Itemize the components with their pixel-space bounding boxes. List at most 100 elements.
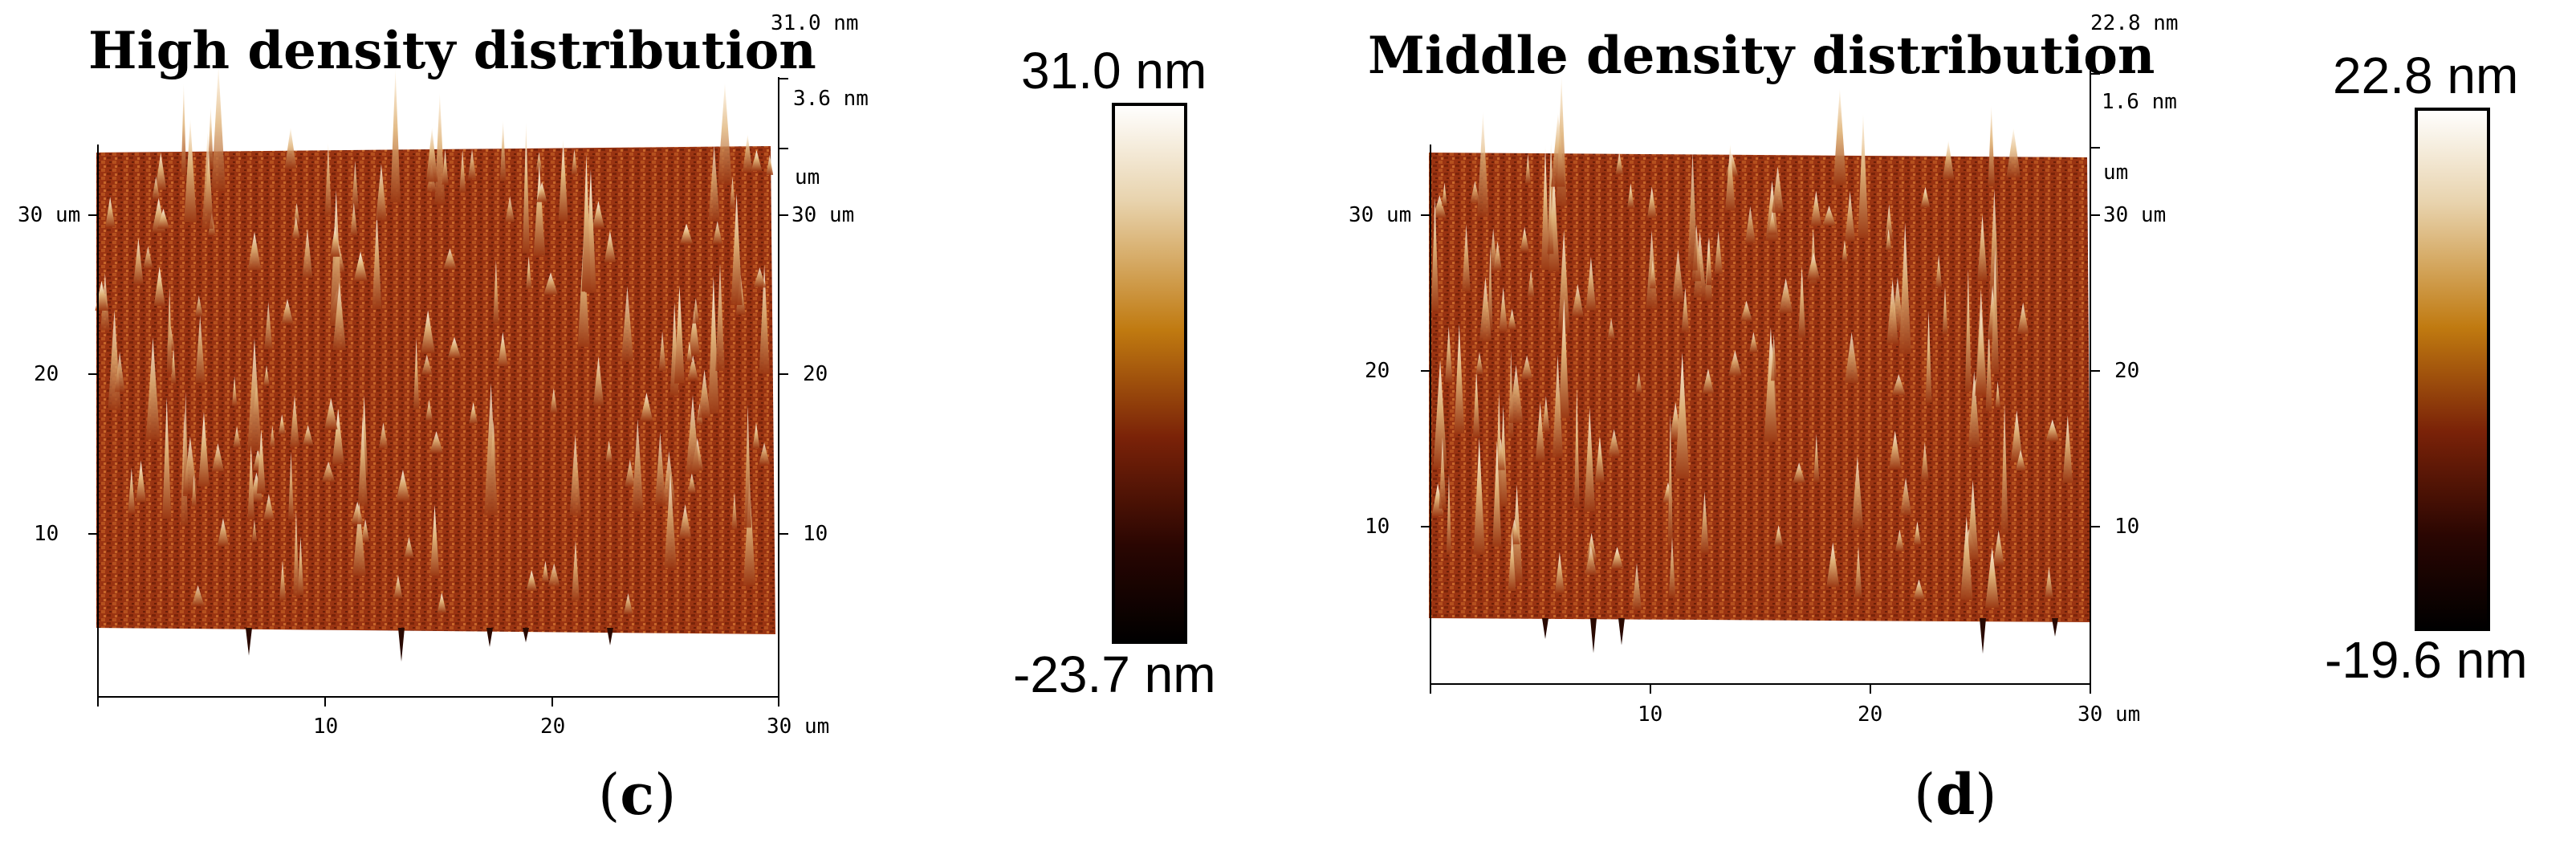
surface-peak xyxy=(1479,276,1492,341)
surface-peak xyxy=(505,196,515,222)
surface-peak xyxy=(1627,183,1634,209)
surface-peak xyxy=(1671,249,1684,302)
surface-peak xyxy=(1615,152,1624,175)
pits-c xyxy=(246,628,613,662)
surface-pit xyxy=(1980,618,1986,654)
surface-peak xyxy=(284,128,297,169)
surface-peak xyxy=(1858,113,1869,238)
surface-peak xyxy=(708,275,719,414)
surface-peak xyxy=(1985,324,1992,412)
surface-peak xyxy=(484,383,498,515)
surface-peak xyxy=(1995,381,2000,408)
surface-peak xyxy=(332,409,344,465)
surface-pit xyxy=(246,628,252,656)
surface-peak xyxy=(571,540,580,601)
surface-pit xyxy=(1618,618,1625,645)
surface-peak xyxy=(157,208,169,229)
surface-pit xyxy=(523,628,529,643)
surface-peak xyxy=(413,338,420,409)
surface-peak xyxy=(281,299,294,324)
surface-peak xyxy=(687,355,698,381)
panel-c-xtick-10: 10 xyxy=(313,715,339,739)
surface-peak xyxy=(1551,112,1565,187)
surface-peak xyxy=(1430,197,1439,312)
surface-peak xyxy=(247,231,262,271)
surface-peak xyxy=(425,127,438,182)
surface-peak xyxy=(1714,230,1723,275)
panel-d-xtick-20: 20 xyxy=(1858,702,1883,727)
surface-peak xyxy=(698,369,711,418)
surface-peak xyxy=(1898,222,1911,354)
surface-peak xyxy=(171,346,177,384)
surface-peak xyxy=(623,592,633,615)
surface-peak xyxy=(324,142,332,216)
surface-peak xyxy=(661,451,676,507)
surface-peak xyxy=(1557,230,1570,332)
surface-peak xyxy=(1492,440,1502,547)
surface-peak xyxy=(547,563,560,587)
surface-peak xyxy=(2017,302,2029,334)
surface-peak xyxy=(1813,434,1820,483)
surface-peak xyxy=(1894,529,1905,552)
colorbar-d-max-label: 22.8 nm xyxy=(2333,47,2519,104)
surface-peak xyxy=(1891,374,1906,396)
surface-peak xyxy=(558,139,568,222)
surface-peak xyxy=(1810,190,1822,226)
surface-peak xyxy=(577,237,590,348)
surface-peak xyxy=(197,412,210,487)
surface-peak xyxy=(1594,436,1605,483)
panel-d-zunit: um xyxy=(2103,161,2129,185)
surface-peak xyxy=(361,519,370,542)
surface-peak xyxy=(233,426,241,448)
panel-c: High density distribution 31.0 nm 3.6 nm… xyxy=(18,13,1216,823)
surface-peak xyxy=(302,425,314,446)
surface-peak xyxy=(353,251,368,281)
surface-peak xyxy=(664,473,677,568)
surface-peak xyxy=(191,474,197,507)
surface-peak xyxy=(184,119,197,222)
panel-c-zunit: um xyxy=(795,165,820,189)
surface-peak xyxy=(2062,415,2073,483)
surface-peak xyxy=(1446,474,1452,555)
surface-peak xyxy=(1967,480,1979,560)
surface-peak xyxy=(493,259,499,324)
surface-peak xyxy=(1935,255,1943,287)
colorbar-c xyxy=(1112,103,1187,644)
surface-peak xyxy=(302,229,313,278)
surface-peak xyxy=(758,442,771,465)
surface-peak xyxy=(1942,140,1955,180)
surface-peak xyxy=(207,106,214,169)
surface-peak xyxy=(674,285,685,384)
surface-peak xyxy=(1585,545,1597,576)
surface-peak xyxy=(1571,283,1584,317)
surface-peak xyxy=(372,211,382,309)
surface-peak xyxy=(581,153,592,292)
surface-peak xyxy=(1976,307,1987,395)
surface-peak xyxy=(278,413,286,434)
surface-peak xyxy=(352,502,366,576)
panel-d-xtick-30: 30 um xyxy=(2077,702,2141,727)
surface-peak xyxy=(404,536,414,558)
surface-peak xyxy=(155,153,167,190)
surface-pit xyxy=(2052,618,2058,637)
surface-peak xyxy=(654,431,665,505)
surface-peak xyxy=(1988,105,1995,186)
surface-peak xyxy=(1632,563,1642,610)
panel-d-yleft-20: 20 xyxy=(1365,359,1390,383)
panel-d-yright-20: 20 xyxy=(2114,359,2140,383)
surface-peak xyxy=(1535,402,1545,461)
surface-peak xyxy=(1977,214,1988,281)
panel-d-yright-10: 10 xyxy=(2114,515,2140,539)
surface-peak xyxy=(1822,206,1836,226)
surface-peak xyxy=(376,164,387,221)
surface-peak xyxy=(535,152,543,173)
panel-d-yright-30: 30 um xyxy=(2103,203,2167,227)
surface-peak xyxy=(1553,354,1563,458)
surface-peak xyxy=(715,263,725,371)
surface-pit xyxy=(1590,618,1597,654)
surface-peak xyxy=(1774,525,1784,547)
surface-peak xyxy=(569,434,581,516)
surface-peak xyxy=(604,230,617,263)
surface-peak xyxy=(1470,181,1480,204)
surface-peak xyxy=(2045,419,2060,442)
